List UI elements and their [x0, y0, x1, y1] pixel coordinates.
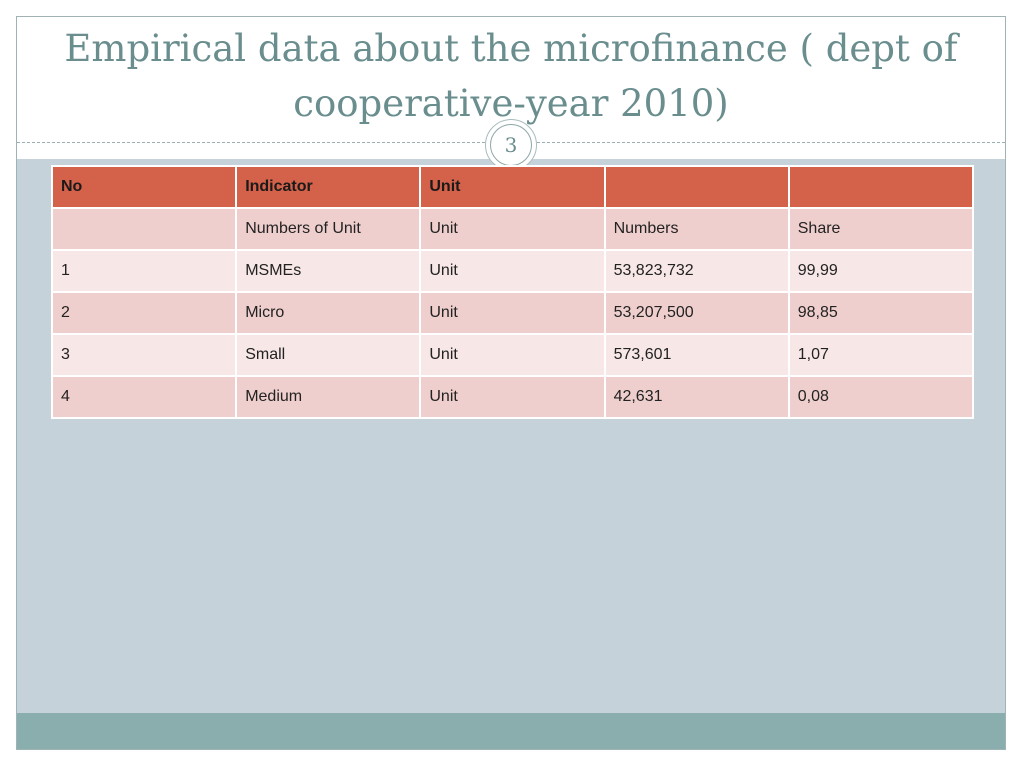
table-cell: Unit	[419, 375, 606, 419]
table-row: 4 Medium Unit 42,631 0,08	[50, 375, 975, 419]
table-cell: 1,07	[787, 333, 975, 377]
table-cell: 3	[50, 333, 238, 377]
table-cell: Unit	[419, 249, 606, 293]
header-no: No	[50, 165, 238, 209]
footer-bar	[17, 713, 1005, 749]
table-cell: Unit	[419, 333, 606, 377]
table-cell: MSMEs	[235, 249, 422, 293]
table-cell: Share	[787, 207, 975, 251]
slide: Empirical data about the microfinance ( …	[16, 16, 1006, 750]
table-cell: Medium	[235, 375, 422, 419]
table-cell: 0,08	[787, 375, 975, 419]
table-cell: 4	[50, 375, 238, 419]
table-cell: 98,85	[787, 291, 975, 335]
table-row: 2 Micro Unit 53,207,500 98,85	[50, 291, 975, 335]
table-cell: 2	[50, 291, 238, 335]
table-row: 3 Small Unit 573,601 1,07	[50, 333, 975, 377]
slide-title: Empirical data about the microfinance ( …	[64, 27, 958, 125]
header-indicator: Indicator	[235, 165, 422, 209]
table-cell: 573,601	[603, 333, 790, 377]
table-cell: 53,823,732	[603, 249, 790, 293]
table-cell: Micro	[235, 291, 422, 335]
table-cell: 99,99	[787, 249, 975, 293]
header-col5	[787, 165, 975, 209]
table-cell: Unit	[419, 207, 606, 251]
page-number-badge: 3	[485, 119, 537, 171]
data-table: No Indicator Unit Numbers of Unit Unit N…	[50, 165, 975, 419]
table-cell: Unit	[419, 291, 606, 335]
page-number: 3	[490, 124, 532, 166]
data-table-container: No Indicator Unit Numbers of Unit Unit N…	[50, 165, 975, 419]
table-cell: Small	[235, 333, 422, 377]
table-cell	[50, 207, 238, 251]
table-cell: 1	[50, 249, 238, 293]
table-cell: 53,207,500	[603, 291, 790, 335]
table-cell: Numbers of Unit	[235, 207, 422, 251]
table-cell: 42,631	[603, 375, 790, 419]
table-row: Numbers of Unit Unit Numbers Share	[50, 207, 975, 251]
table-row: 1 MSMEs Unit 53,823,732 99,99	[50, 249, 975, 293]
header-unit: Unit	[419, 165, 606, 209]
table-header-row: No Indicator Unit	[50, 165, 975, 209]
table-cell: Numbers	[603, 207, 790, 251]
header-col4	[603, 165, 790, 209]
